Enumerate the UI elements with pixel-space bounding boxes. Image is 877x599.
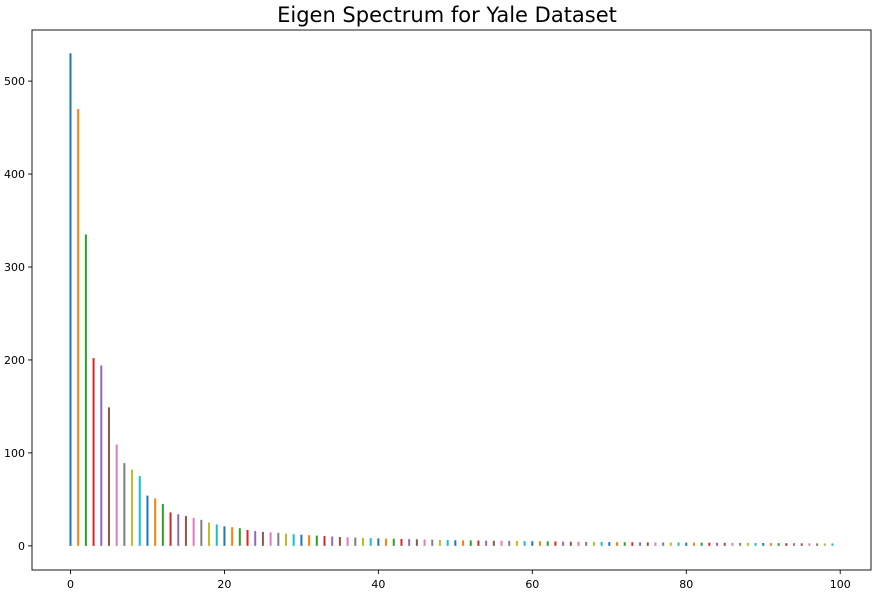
x-axis: 0 20 40 60 80 100 [67, 570, 851, 591]
x-tick-label-0: 0 [67, 578, 74, 591]
y-tick-label-0: 0 [18, 540, 25, 553]
y-tick-label-400: 400 [4, 168, 25, 181]
x-tick-label-100: 100 [830, 578, 851, 591]
y-tick-label-200: 200 [4, 354, 25, 367]
x-tick-label-40: 40 [371, 578, 385, 591]
x-tick-label-80: 80 [679, 578, 693, 591]
chart-title: Eigen Spectrum for Yale Dataset [277, 3, 617, 27]
plot-area [32, 30, 871, 570]
plot-frame [31, 29, 872, 571]
y-tick-label-500: 500 [4, 75, 25, 88]
x-tick-label-20: 20 [217, 578, 231, 591]
x-tick-label-60: 60 [525, 578, 539, 591]
y-axis: 0 100 200 300 400 500 [4, 75, 32, 553]
y-tick-label-300: 300 [4, 261, 25, 274]
bars-group [69, 53, 834, 546]
y-tick-label-100: 100 [4, 447, 25, 460]
